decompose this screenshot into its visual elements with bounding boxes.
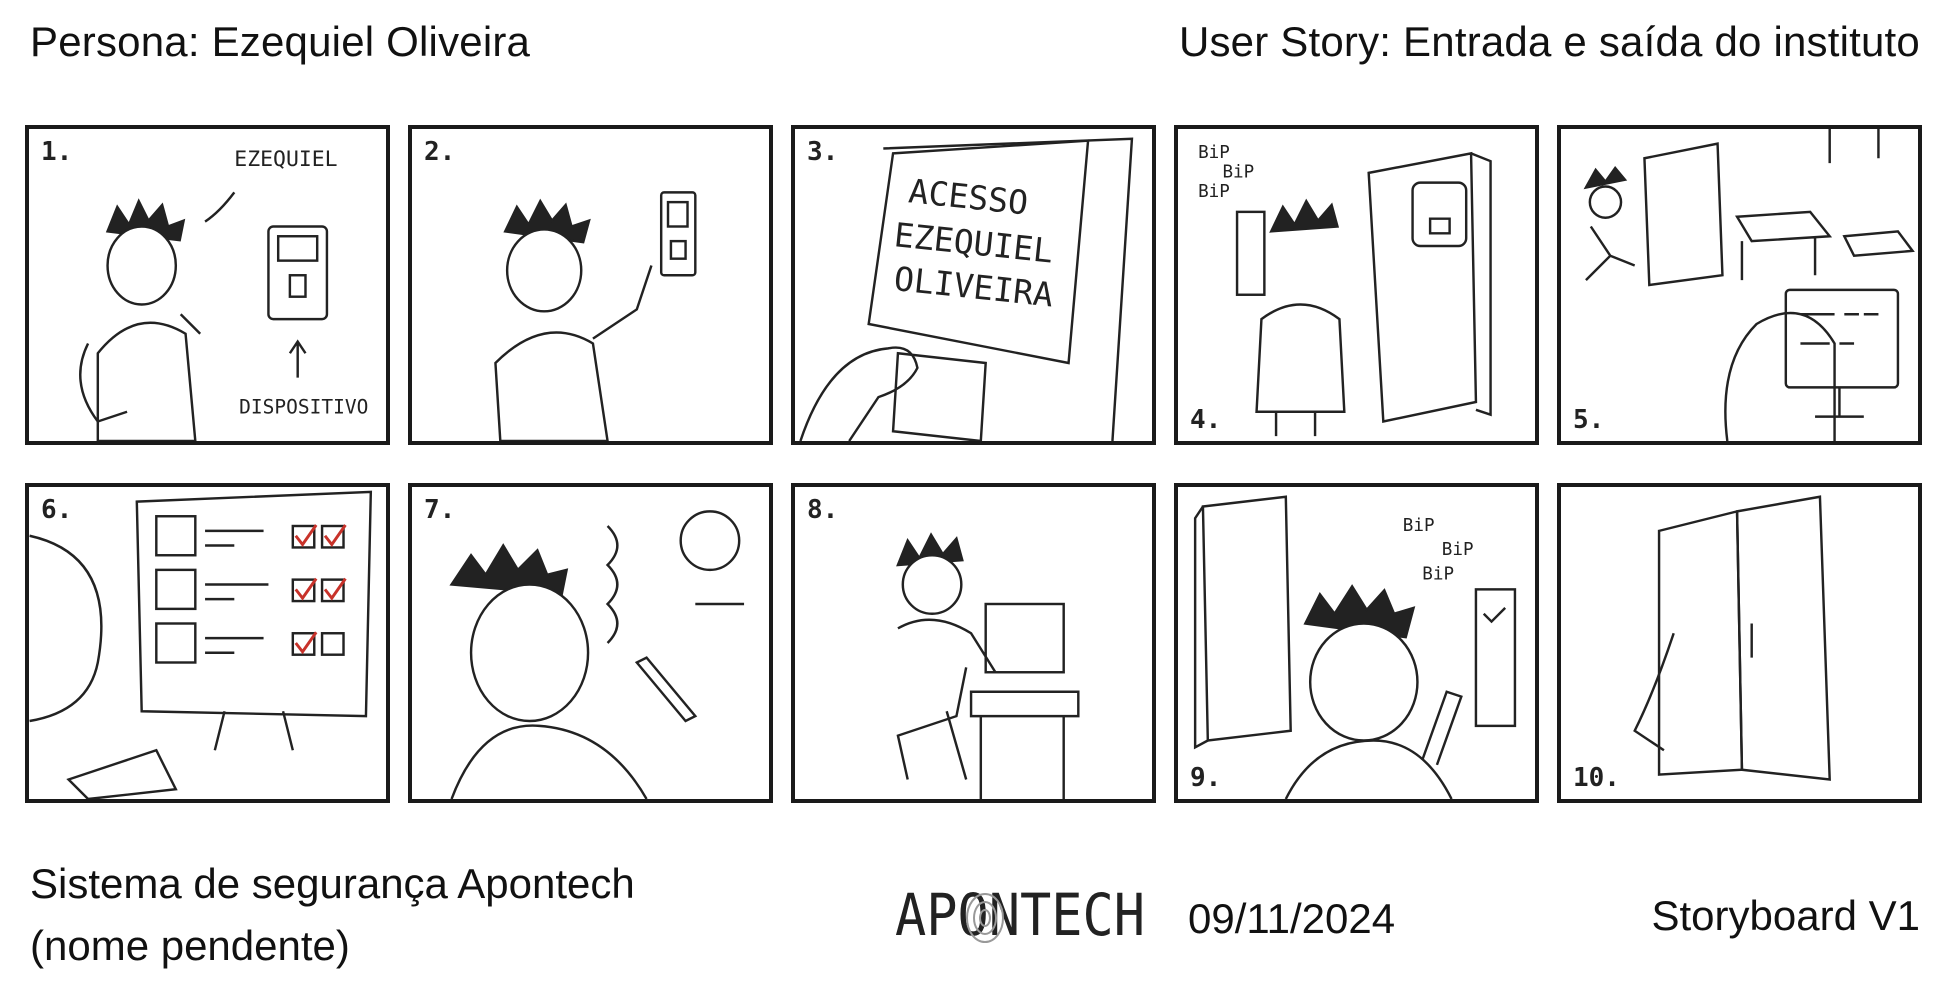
storyboard-version: Storyboard V1 xyxy=(1651,892,1921,939)
panel-number: 7. xyxy=(424,495,456,525)
storyboard-panel-5: 5. xyxy=(1557,125,1922,445)
storyboard-panel-4: BiP BiP BiP 4. xyxy=(1174,125,1539,445)
label-dispositivo: DISPOSITIVO xyxy=(239,396,368,419)
storyboard-panel-6: 6. xyxy=(25,483,390,803)
storyboard-panel-10: 10. xyxy=(1557,483,1922,803)
panel-4-drawing: BiP BiP BiP xyxy=(1198,143,1492,437)
panel-9-drawing: BiP BiP BiP xyxy=(1193,495,1517,799)
label-ezequiel: EZEQUIEL xyxy=(234,147,337,172)
panel-2-drawing xyxy=(494,191,697,441)
panel-10-drawing xyxy=(1633,495,1831,781)
panel-7-drawing xyxy=(449,510,745,799)
storyboard-panel-1: EZEQUIEL DISPOSITIVO 1. xyxy=(25,125,390,445)
storyboard-panel-8: 8. xyxy=(791,483,1156,803)
system-name-note: (nome pendente) xyxy=(30,922,350,969)
storyboard-panel-9: BiP BiP BiP 9. xyxy=(1174,483,1539,803)
panel-number: 8. xyxy=(807,495,839,525)
panel-number: 1. xyxy=(41,137,73,167)
panel-5-drawing xyxy=(1583,129,1915,441)
storyboard-date: 09/11/2024 xyxy=(1188,895,1396,942)
bip-3: BiP xyxy=(1422,565,1454,585)
persona-title: Persona: Ezequiel Oliveira xyxy=(30,18,531,65)
system-name: Sistema de segurança Apontech xyxy=(30,860,635,907)
panel-8-drawing xyxy=(896,532,1080,799)
panel-number: 5. xyxy=(1573,405,1605,435)
panel-3-drawing: ACESSO EZEQUIEL OLIVEIRA xyxy=(799,137,1134,441)
bip-1: BiP xyxy=(1403,516,1435,536)
screen-line-1: ACESSO xyxy=(907,171,1030,222)
panel-number: 3. xyxy=(807,137,839,167)
storyboard-panel-2: 2. xyxy=(408,125,773,445)
panel-number: 9. xyxy=(1190,763,1222,793)
storyboard-panel-7: 7. xyxy=(408,483,773,803)
bip-2: BiP xyxy=(1222,163,1254,183)
panel-number: 2. xyxy=(424,137,456,167)
apontech-logo: APONTECH xyxy=(895,881,1145,949)
bip-1: BiP xyxy=(1198,143,1230,163)
panel-1-drawing: EZEQUIEL DISPOSITIVO xyxy=(79,147,368,441)
panel-number: 10. xyxy=(1573,763,1620,793)
bip-3: BiP xyxy=(1198,182,1230,202)
panel-number: 6. xyxy=(41,495,73,525)
storyboard-panel-3: ACESSO EZEQUIEL OLIVEIRA 3. xyxy=(791,125,1156,445)
svg-text:APONTECH: APONTECH xyxy=(895,881,1145,949)
panel-number: 4. xyxy=(1190,405,1222,435)
panel-6-drawing xyxy=(29,490,373,799)
user-story-title: User Story: Entrada e saída do instituto xyxy=(1178,18,1920,65)
bip-2: BiP xyxy=(1442,540,1474,560)
